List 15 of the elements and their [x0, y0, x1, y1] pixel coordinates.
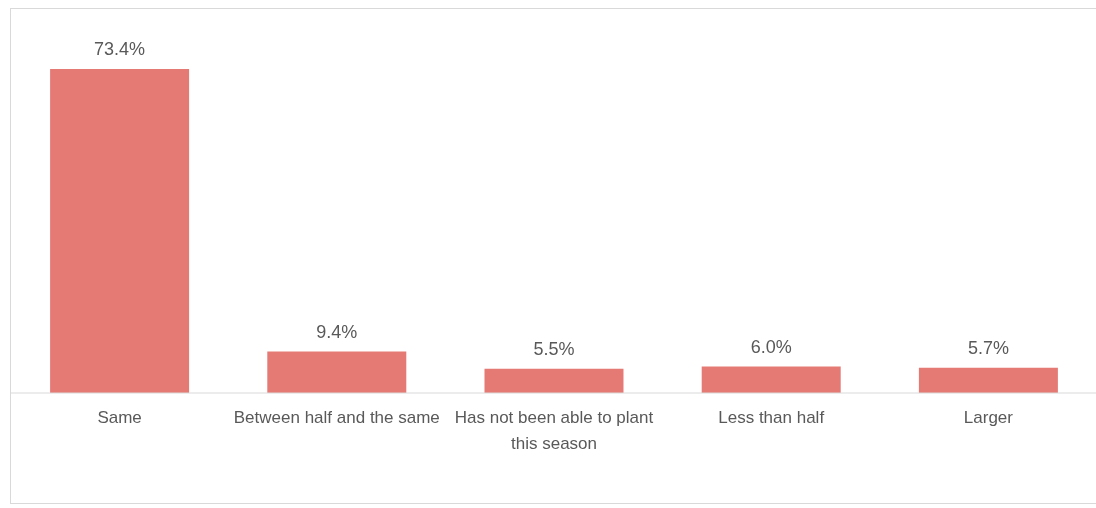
bar	[701, 366, 841, 393]
data-label: 9.4%	[316, 321, 358, 342]
x-tick-label: Larger	[963, 408, 1014, 428]
x-tick-label: Between half and the same	[233, 408, 440, 428]
x-tick-label: Has not been able to plant this season	[454, 408, 654, 454]
x-tick-label: Less than half	[718, 408, 825, 428]
bar	[50, 69, 190, 393]
data-label: 5.7%	[967, 337, 1009, 358]
bar	[918, 367, 1058, 393]
data-label: 73.4%	[94, 39, 146, 59]
bar	[267, 351, 407, 393]
bar	[484, 368, 624, 393]
data-label: 5.5%	[533, 338, 575, 359]
data-label: 6.0%	[750, 336, 792, 357]
x-tick-label: Same	[97, 408, 142, 428]
